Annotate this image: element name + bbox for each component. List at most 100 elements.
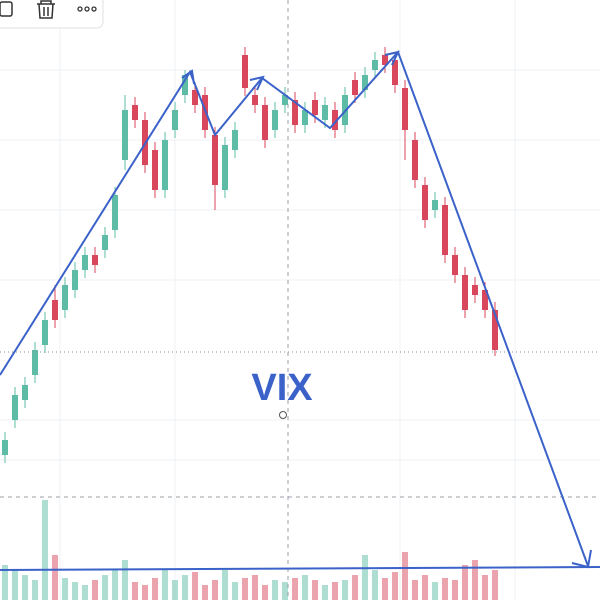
candle-body [312,100,318,115]
candle-body [302,110,308,125]
candle-body [482,290,488,310]
volume-bar [342,580,348,600]
trend-line [0,50,589,567]
candle-body [102,235,108,250]
volume-bar [182,575,188,600]
volume-bar [12,570,18,600]
arrow-head [571,549,592,569]
candle-body [152,150,158,190]
volume-bar [42,500,48,600]
candle-body [122,110,128,160]
candle-body [132,105,138,120]
volume-bar [82,585,88,600]
candle-body [452,255,458,275]
toolbar-panel [0,0,104,29]
arrow-head [384,50,400,66]
candle-body [292,100,298,125]
lock-button[interactable] [0,1,13,17]
candle-body [72,270,78,290]
candle-body [462,275,468,310]
candle-body [392,60,398,85]
volume-bar [262,585,268,600]
volume-bar [192,572,198,600]
candle-body [272,110,278,130]
volume-bar [112,570,118,600]
volume-bar [92,580,98,600]
volume-bar [172,580,178,600]
anchor-handle[interactable] [279,411,287,419]
volume-bar [132,582,138,600]
arrow-head [181,69,195,85]
volume-bar [202,585,208,600]
candle-body [162,140,168,190]
candle-body [112,195,118,230]
candle-body [422,185,428,220]
volume-bar [62,578,68,600]
volume-bar [472,560,478,600]
volume-bar [162,570,168,600]
volume-bar [482,575,488,600]
candle-body [472,285,478,295]
candle-body [242,55,248,88]
more-button[interactable] [77,6,97,12]
volume-bar [142,585,148,600]
candle-body [382,55,388,65]
candle-body [92,255,98,265]
volume-bar [332,582,338,600]
candle-body [412,140,418,180]
chart-label: VIX [251,367,313,409]
volume-bar [72,582,78,600]
candle-body [432,200,438,210]
drawings [0,50,600,571]
volume-bar [382,578,388,600]
volume-bar [242,578,248,600]
volume-bar [322,585,328,600]
volume-bar [312,580,318,600]
volume-bar [232,582,238,600]
candle-body [62,285,68,310]
candle-body [372,60,378,70]
volume-bar [412,580,418,600]
volume-bar [122,560,128,600]
candle-body [352,80,358,95]
volume-bar [152,578,158,600]
candle-body [42,320,48,345]
candle-body [212,135,218,185]
toolbar [0,0,104,29]
candle-body [252,95,258,105]
volume-bar [462,565,468,600]
volume-bar [272,580,278,600]
volume-bar [392,572,398,600]
volume-bar [362,555,368,600]
volume-bar [372,570,378,600]
candle-body [402,88,408,130]
arrow-head [249,75,265,91]
volume-bar [352,575,358,600]
volume-layer [2,500,498,600]
candle-body [222,145,228,190]
candle-body [262,105,268,140]
volume-bar [32,580,38,600]
volume-bar [452,580,458,600]
candle-body [82,255,88,270]
volume-bar [212,580,218,600]
candle-body [232,130,238,150]
candle-body [12,395,18,420]
support-line [0,566,600,571]
candle-body [442,205,448,255]
volume-bar [22,575,28,600]
volume-bar [292,578,298,600]
candle-body [22,385,28,400]
candle-body [492,310,498,350]
candle-body [172,110,178,130]
volume-bar [2,565,8,600]
volume-bar [102,575,108,600]
delete-button[interactable] [37,0,55,19]
volume-bar [252,575,258,600]
volume-bar [442,578,448,600]
volume-bar [492,570,498,600]
volume-bar [52,555,58,600]
